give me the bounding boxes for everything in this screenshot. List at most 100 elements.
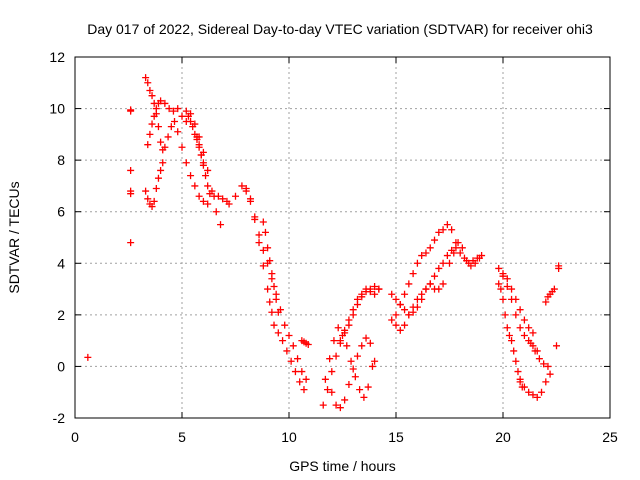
data-point-marker <box>287 357 295 365</box>
data-point-marker <box>520 383 528 391</box>
x-tick-label: 20 <box>495 429 511 445</box>
data-point-marker <box>356 386 364 394</box>
data-point-marker <box>328 388 336 396</box>
data-point-marker <box>431 236 439 244</box>
data-point-marker <box>450 249 458 257</box>
data-point-marker <box>304 341 312 349</box>
data-point-marker <box>371 357 379 365</box>
data-point-marker <box>212 208 220 216</box>
data-point-marker <box>189 123 197 131</box>
data-point-marker <box>255 239 263 247</box>
data-point-marker <box>283 347 291 355</box>
data-point-marker <box>347 357 355 365</box>
data-point-marker <box>371 282 379 290</box>
data-point-marker <box>388 290 396 298</box>
data-points <box>84 74 563 412</box>
data-point-marker <box>154 123 162 131</box>
data-point-marker <box>204 182 212 190</box>
series-evening-6 <box>542 285 558 306</box>
data-point-marker <box>533 393 541 401</box>
data-point-marker <box>422 285 430 293</box>
data-point-marker <box>157 97 165 105</box>
data-point-marker <box>371 290 379 298</box>
data-point-marker <box>366 339 374 347</box>
data-point-marker <box>324 386 332 394</box>
chart-title: Day 017 of 2022, Sidereal Day-to-day VTE… <box>87 21 593 37</box>
data-point-marker <box>319 401 327 409</box>
data-point-marker <box>392 321 400 329</box>
data-point-marker <box>264 244 272 252</box>
series-evening-5 <box>527 339 552 370</box>
data-point-marker <box>446 259 453 267</box>
data-point-marker <box>291 368 299 376</box>
data-point-marker <box>195 141 203 149</box>
data-point-marker <box>148 203 156 211</box>
data-point-marker <box>159 159 167 167</box>
series-rise-1 <box>388 221 460 324</box>
y-tick-label: 12 <box>49 49 65 65</box>
data-point-marker <box>553 342 560 350</box>
data-point-marker <box>435 264 443 272</box>
data-point-marker <box>542 298 550 306</box>
data-point-marker <box>199 197 207 205</box>
data-point-marker <box>167 123 175 131</box>
data-point-marker <box>274 329 282 337</box>
data-point-marker <box>174 105 182 113</box>
data-point-marker <box>456 249 464 257</box>
data-point-marker <box>259 262 267 270</box>
data-point-marker <box>510 347 518 355</box>
data-point-marker <box>413 295 421 303</box>
data-point-marker <box>204 200 212 208</box>
series-main-descent-2 <box>242 185 308 394</box>
data-point-marker <box>546 370 554 378</box>
data-point-marker <box>255 231 263 239</box>
data-point-marker <box>270 321 278 329</box>
data-point-marker <box>266 257 274 265</box>
data-point-marker <box>495 264 503 272</box>
series-trough-1 <box>319 285 383 409</box>
data-point-marker <box>525 324 533 332</box>
data-point-marker <box>392 311 400 319</box>
data-point-marker <box>161 99 169 107</box>
data-point-marker <box>157 166 165 174</box>
data-point-marker <box>467 262 475 270</box>
data-point-marker <box>396 301 404 309</box>
data-point-marker <box>443 221 451 229</box>
data-point-marker <box>503 282 511 290</box>
data-point-marker <box>300 386 308 394</box>
data-point-marker <box>281 321 289 329</box>
data-point-marker <box>187 117 195 125</box>
data-point-marker <box>296 378 304 386</box>
data-point-marker <box>154 174 162 182</box>
data-point-marker <box>525 388 533 396</box>
data-point-marker <box>146 130 154 138</box>
data-point-marker <box>353 352 361 360</box>
data-point-marker <box>178 112 186 120</box>
series-arc-e <box>193 133 231 205</box>
data-point-marker <box>409 270 417 278</box>
data-point-marker <box>529 391 537 399</box>
data-point-marker <box>184 112 192 120</box>
data-point-marker <box>150 112 158 120</box>
data-point-marker <box>471 259 479 267</box>
data-point-marker <box>439 280 447 288</box>
data-point-marker <box>279 337 287 345</box>
data-point-marker <box>217 221 225 229</box>
x-tick-label: 0 <box>71 429 79 445</box>
data-point-marker <box>358 293 366 301</box>
data-point-marker <box>182 107 190 115</box>
data-point-marker <box>182 159 190 167</box>
data-point-marker <box>214 192 222 200</box>
series-evening-4 <box>516 370 554 401</box>
data-point-marker <box>199 161 207 169</box>
data-point-marker <box>349 365 357 373</box>
data-point-marker <box>364 383 372 391</box>
data-point-marker <box>538 388 546 396</box>
data-point-marker <box>127 190 135 198</box>
data-point-marker <box>225 200 233 208</box>
data-point-marker <box>443 252 451 260</box>
data-point-marker <box>463 257 471 265</box>
data-point-marker <box>512 311 520 319</box>
data-point-marker <box>351 373 359 381</box>
